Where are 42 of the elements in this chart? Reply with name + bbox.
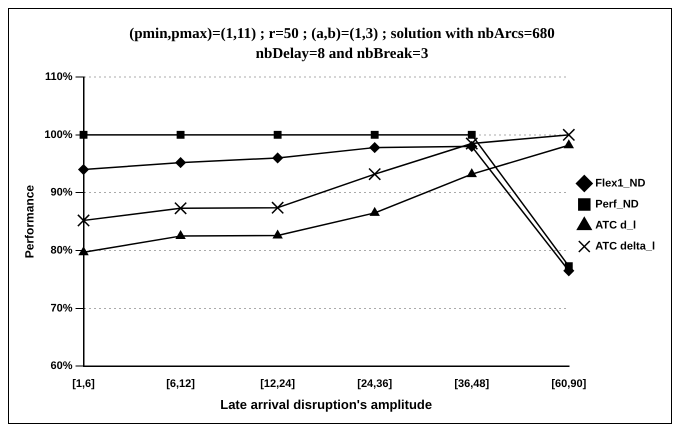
point (175, 157, 186, 168)
x-tick-label: [1,6] (72, 378, 96, 390)
legend-label: Perf_ND (595, 198, 639, 211)
point (465, 137, 478, 150)
point (272, 230, 282, 238)
point (369, 142, 380, 153)
point (174, 202, 187, 215)
point (176, 230, 186, 240)
x-tick-label: [60,90] (551, 378, 587, 390)
y-tick-label: 90% (50, 186, 73, 199)
point (77, 214, 90, 227)
x-tick-label: [6,12] (166, 378, 196, 390)
y-axis-title: Performance (22, 184, 37, 258)
point (370, 208, 380, 216)
point (176, 130, 185, 139)
point (368, 168, 382, 181)
legend-label: ATC delta_l (595, 240, 656, 253)
point (370, 130, 379, 139)
point (274, 130, 282, 139)
chart-title: (pmin,pmax)=(1,11) ; r=50 ; (a,b)=(1,3) ; solution with nbArcs=680 (129, 26, 555, 42)
y-tick-label: 100% (44, 128, 73, 141)
y-tick-label: 70% (50, 302, 73, 314)
point (272, 152, 283, 164)
point (467, 168, 476, 178)
point (78, 164, 89, 175)
point (562, 128, 576, 142)
y-tick-label: 80% (50, 244, 73, 257)
legend-label: Flex1_ND (595, 178, 646, 190)
point (468, 130, 476, 139)
x-axis-title: Late arrival disruption's amplitude (220, 396, 432, 412)
y-tick-label: 110% (45, 71, 73, 84)
chart-subtitle: nbDelay=8 and nbBreak=3 (256, 46, 428, 62)
point (466, 141, 477, 152)
legend-label: ATC d_l (595, 220, 636, 232)
point (564, 140, 574, 148)
point (78, 247, 88, 256)
point (80, 130, 88, 139)
x-tick-label: [12,24] (260, 378, 296, 390)
x-tick-label: [36,48] (454, 378, 490, 390)
x-tick-label: [24,36] (357, 378, 392, 390)
y-tick-label: 60% (50, 360, 73, 372)
point (271, 201, 284, 214)
